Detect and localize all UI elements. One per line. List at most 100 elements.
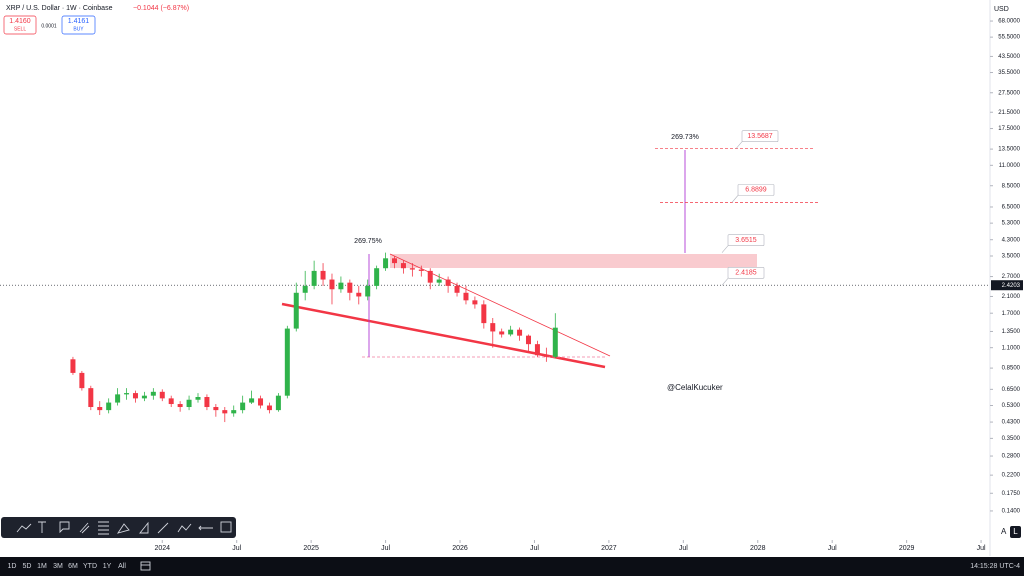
candle-body	[222, 410, 228, 414]
x-tick-label: 2024	[154, 545, 170, 552]
range-button[interactable]: 5D	[23, 563, 32, 570]
price-marker: 2.4203	[1002, 283, 1021, 289]
toolbar-icons[interactable]	[16, 521, 232, 535]
date-range-icon[interactable]	[140, 561, 151, 571]
x-tick-label: Jul	[232, 545, 241, 552]
y-tick-label: 0.3500	[1002, 436, 1021, 442]
candle-body	[240, 402, 246, 411]
price-marker-bg	[991, 280, 1023, 291]
candle-body	[195, 397, 201, 400]
y-tick-label: 0.4300	[1002, 420, 1021, 426]
range-button[interactable]: YTD	[83, 563, 97, 570]
x-tick-label: Jul	[530, 545, 539, 552]
candle-body	[552, 327, 558, 357]
candle-body	[543, 355, 549, 357]
candle-body	[186, 399, 192, 408]
candle-body	[454, 285, 460, 293]
log-button-bg[interactable]	[1010, 526, 1021, 538]
candle-body	[159, 391, 165, 399]
candle-body	[132, 393, 138, 399]
supply-zone	[390, 254, 757, 268]
range-button[interactable]: All	[118, 563, 126, 570]
candle-body	[70, 359, 76, 373]
candle-body	[302, 285, 308, 293]
level-pointer	[735, 141, 743, 149]
candle-body	[258, 398, 264, 406]
range-button[interactable]: 1Y	[103, 563, 112, 570]
candle-body	[231, 410, 237, 414]
candle-body	[409, 268, 415, 270]
y-tick-label: 27.5000	[998, 90, 1020, 96]
level-box	[737, 184, 775, 196]
y-tick-label: 1.7000	[1002, 311, 1021, 317]
candle-body	[106, 402, 112, 411]
y-tick-label: 0.1750	[1002, 491, 1021, 497]
support-line	[281, 302, 606, 369]
y-tick-label: 0.2200	[1002, 473, 1021, 479]
buy-button[interactable]	[61, 15, 96, 35]
candle-body	[508, 329, 514, 335]
symbol-title: XRP / U.S. Dollar · 1W · Coinbase	[6, 5, 113, 12]
candle-body	[88, 388, 94, 408]
spread: 0.0001	[41, 23, 57, 29]
candle-body	[534, 344, 540, 356]
candle-body	[517, 329, 523, 336]
level-label: 13.5687	[747, 133, 772, 140]
sell-price[interactable]: 1.4160	[9, 18, 31, 25]
y-tick-label: 3.5000	[1002, 254, 1021, 260]
y-tick-label: 4.3000	[1002, 237, 1021, 243]
range-button[interactable]: 3M	[53, 563, 63, 570]
x-tick-label: 2027	[601, 545, 617, 552]
range-button[interactable]: 1D	[8, 563, 17, 570]
y-tick-label: 0.2800	[1002, 454, 1021, 460]
candle-body	[472, 300, 478, 305]
level-box	[727, 234, 765, 246]
y-tick-label: 11.0000	[999, 163, 1021, 169]
x-tick-label: Jul	[828, 545, 837, 552]
candle-body	[266, 405, 272, 411]
y-tick-label: 6.5000	[1002, 205, 1021, 211]
y-tick-label: 35.5000	[998, 70, 1020, 76]
candle-body	[400, 263, 406, 269]
auto-button[interactable]: A	[1001, 527, 1007, 536]
level-pointer	[731, 195, 739, 203]
candle-body	[249, 398, 255, 403]
candle-body	[275, 395, 281, 411]
buy-price[interactable]: 1.4161	[68, 18, 90, 25]
range-button[interactable]: 6M	[68, 563, 78, 570]
level-box	[727, 266, 765, 279]
y-tick-label: 13.5000	[998, 147, 1020, 153]
measure-label: 269.73%	[671, 134, 699, 141]
x-tick-label: Jul	[977, 545, 986, 552]
candle-body	[177, 404, 183, 408]
x-tick-label: 2029	[899, 545, 915, 552]
candle-body	[490, 323, 496, 332]
level-pointer	[721, 245, 729, 253]
log-button[interactable]: L	[1013, 527, 1018, 536]
sell-button[interactable]	[3, 15, 37, 35]
y-tick-label: 8.5000	[1002, 183, 1021, 189]
y-tick-label: 21.5000	[998, 110, 1020, 116]
price-change: −0.1044 (−6.87%)	[133, 5, 189, 12]
y-tick-label: 68.0000	[998, 19, 1020, 25]
currency: USD	[994, 6, 1009, 13]
level-label: 2.4185	[735, 270, 757, 277]
candle-body	[329, 279, 335, 290]
buy-label[interactable]: BUY	[73, 26, 84, 32]
y-tick-label: 2.1000	[1002, 294, 1021, 300]
candle-body	[436, 279, 442, 283]
y-tick-label: 1.3500	[1002, 329, 1021, 335]
x-tick-label: Jul	[381, 545, 390, 552]
candle-body	[356, 292, 362, 297]
level-label: 6.8899	[745, 187, 767, 194]
candle-body	[499, 331, 505, 335]
range-button[interactable]: 1M	[37, 563, 47, 570]
candle-body	[124, 393, 130, 395]
candles	[70, 252, 558, 423]
candle-body	[374, 268, 380, 286]
clock: 14:15:28 UTC-4	[970, 563, 1020, 570]
sell-label[interactable]: SELL	[14, 26, 26, 32]
